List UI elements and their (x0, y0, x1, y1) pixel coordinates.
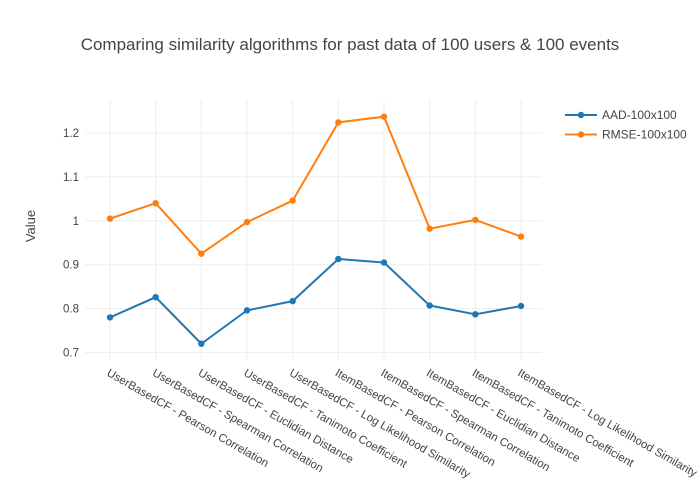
data-point-RMSE-100x100-3[interactable] (243, 218, 251, 226)
y-tick-label: 1 (73, 216, 79, 228)
series-layer (106, 113, 525, 347)
chart-title: Comparing similarity algorithms for past… (81, 35, 620, 54)
data-point-RMSE-100x100-8[interactable] (472, 216, 479, 224)
legend: AAD-100x100 RMSE-100x100 (565, 108, 687, 142)
x-axis-ticks: UserBasedCF - Pearson CorrelationUserBas… (105, 367, 699, 481)
data-point-AAD-100x100-6[interactable] (380, 259, 388, 266)
data-point-RMSE-100x100-1[interactable] (152, 200, 159, 207)
legend-item-AAD-100x100[interactable]: AAD-100x100 (565, 108, 677, 122)
data-point-AAD-100x100-7[interactable] (426, 302, 433, 309)
data-point-RMSE-100x100-9[interactable] (517, 233, 525, 240)
legend-marker-icon (577, 111, 585, 119)
series-line-RMSE-100x100 (109, 115, 523, 255)
y-tick-label: 0.7 (63, 348, 79, 360)
gridlines (85, 100, 542, 360)
y-tick-label: 0.9 (63, 260, 79, 272)
data-point-AAD-100x100-1[interactable] (152, 293, 159, 301)
data-point-AAD-100x100-3[interactable] (243, 307, 251, 314)
data-point-AAD-100x100-9[interactable] (517, 302, 525, 310)
legend-label: AAD-100x100 (602, 108, 677, 122)
data-point-AAD-100x100-8[interactable] (472, 311, 479, 318)
series-line-AAD-100x100 (109, 257, 523, 345)
legend-marker-icon (577, 131, 585, 138)
data-point-RMSE-100x100-4[interactable] (289, 197, 296, 204)
data-point-AAD-100x100-5[interactable] (335, 255, 342, 263)
data-point-RMSE-100x100-7[interactable] (426, 225, 433, 232)
data-point-AAD-100x100-0[interactable] (106, 314, 114, 321)
y-tick-label: 1.1 (63, 172, 79, 184)
y-tick-label: 0.8 (63, 304, 79, 316)
data-point-AAD-100x100-2[interactable] (198, 340, 205, 347)
y-axis-title: Value (23, 210, 38, 242)
legend-item-RMSE-100x100[interactable]: RMSE-100x100 (565, 128, 687, 142)
y-axis-ticks: 0.7 0.8 0.9 1 1.1 1.2 (63, 128, 79, 360)
data-point-RMSE-100x100-0[interactable] (106, 215, 114, 222)
y-tick-label: 1.2 (63, 128, 79, 140)
data-point-RMSE-100x100-2[interactable] (198, 250, 205, 257)
data-point-RMSE-100x100-5[interactable] (335, 119, 342, 126)
legend-label: RMSE-100x100 (602, 128, 687, 142)
data-point-AAD-100x100-4[interactable] (289, 297, 296, 305)
data-point-RMSE-100x100-6[interactable] (380, 113, 388, 120)
